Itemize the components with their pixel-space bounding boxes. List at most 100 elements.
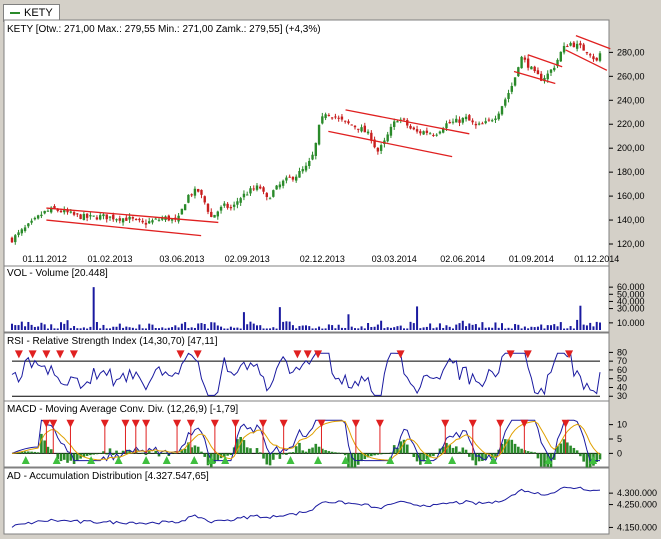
price-y-tick-label: 280,00: [617, 47, 645, 57]
candle-body: [40, 215, 42, 216]
macd-histogram-bar: [47, 447, 50, 454]
macd-histogram-bar: [226, 453, 229, 455]
volume-bar: [67, 320, 69, 330]
candle-body: [315, 143, 317, 156]
macd-histogram-bar: [194, 445, 197, 453]
volume-bar: [276, 329, 278, 330]
candle-body: [504, 99, 506, 105]
candle-body: [409, 126, 411, 129]
macd-histogram-bar: [30, 452, 33, 454]
volume-bar: [370, 327, 372, 330]
volume-bar: [537, 327, 539, 330]
volume-bar: [534, 327, 536, 330]
volume-bar: [550, 325, 552, 330]
candle-body: [426, 131, 428, 133]
volume-bar: [351, 327, 353, 330]
candle-body: [155, 219, 157, 220]
volume-bar: [223, 328, 225, 330]
volume-bar: [321, 329, 323, 330]
volume-bar: [334, 328, 336, 330]
volume-bar: [210, 322, 212, 330]
volume-bar: [445, 325, 447, 330]
macd-histogram-bar: [203, 453, 206, 457]
candle-body: [253, 188, 255, 189]
macd-histogram-bar: [96, 453, 99, 454]
volume-bar: [83, 327, 85, 330]
macd-histogram-bar: [533, 452, 536, 453]
candle-body: [184, 204, 186, 210]
volume-bar: [305, 325, 307, 330]
macd-histogram-bar: [560, 444, 563, 454]
candle-body: [302, 169, 304, 171]
volume-bar: [148, 324, 150, 330]
candle-body: [115, 219, 117, 220]
volume-bar: [570, 326, 572, 330]
candle-body: [89, 215, 91, 216]
volume-bar: [21, 322, 23, 330]
candle-body: [344, 121, 346, 122]
macd-histogram-bar: [141, 453, 144, 454]
volume-bar: [419, 328, 421, 330]
volume-bar: [191, 327, 193, 330]
candle-body: [514, 77, 516, 85]
volume-bar: [259, 325, 261, 330]
candle-body: [403, 119, 405, 120]
volume-bar: [279, 307, 281, 330]
volume-bar: [338, 325, 340, 330]
volume-bar: [31, 325, 33, 330]
candle-body: [484, 121, 486, 123]
macd-histogram-bar: [298, 443, 301, 453]
volume-bar: [161, 327, 163, 330]
volume-bar: [89, 327, 91, 330]
volume-bar: [442, 328, 444, 330]
rsi-y-axis: 807060504030: [609, 347, 627, 401]
candle-body: [86, 214, 88, 218]
price-y-tick-label: 120,00: [617, 239, 645, 249]
candle-body: [17, 232, 19, 235]
volume-bar: [530, 327, 532, 330]
price-x-axis: 01.11.2012 01.02.2013 03.06.2013 02.09.2013…: [22, 254, 619, 264]
candle-body: [181, 209, 183, 215]
volume-bar: [34, 327, 36, 330]
candle-body: [413, 128, 415, 130]
macd-histogram-bar: [566, 442, 569, 453]
volume-bar: [491, 328, 493, 330]
volume-bar: [599, 323, 601, 330]
volume-bar: [298, 326, 300, 330]
candle-body: [449, 122, 451, 123]
volume-bar: [60, 322, 62, 330]
macd-panel: MACD - Moving Average Conv. Div. (12,26,…: [4, 401, 627, 473]
volume-bar: [122, 328, 124, 330]
candle-body: [288, 177, 290, 178]
volume-bar: [292, 325, 294, 330]
ad-panel: AD - Accumulation Distribution [4.327.54…: [4, 468, 657, 534]
volume-bar: [380, 321, 382, 330]
candle-body: [262, 187, 264, 191]
macd-histogram-bar: [24, 451, 27, 453]
volume-panel: VOL - Volume [20.448] 60.00050.00040.000…: [4, 266, 645, 332]
candle-body: [537, 70, 539, 74]
volume-bar: [344, 328, 346, 330]
volume-bar: [501, 323, 503, 330]
candle-body: [243, 194, 245, 198]
volume-bar: [452, 328, 454, 330]
macd-histogram-bar: [230, 453, 233, 455]
candle-body: [30, 221, 32, 223]
volume-y-axis: 60.00050.00040.00030.00010.000: [609, 282, 645, 328]
candle-body: [102, 214, 104, 216]
candle-body: [582, 45, 584, 51]
macd-histogram-bar: [63, 453, 66, 459]
volume-bar: [514, 324, 516, 330]
volume-bar: [233, 328, 235, 330]
candle-body: [579, 43, 581, 45]
volume-bar: [207, 329, 209, 330]
volume-bar: [18, 325, 20, 330]
volume-bar: [272, 327, 274, 330]
candle-body: [259, 187, 261, 189]
volume-bar: [178, 327, 180, 330]
volume-bar: [586, 325, 588, 330]
price-x-tick-label: 02.12.2013: [300, 254, 345, 264]
price-x-tick-label: 03.06.2013: [159, 254, 204, 264]
candle-body: [491, 120, 493, 121]
